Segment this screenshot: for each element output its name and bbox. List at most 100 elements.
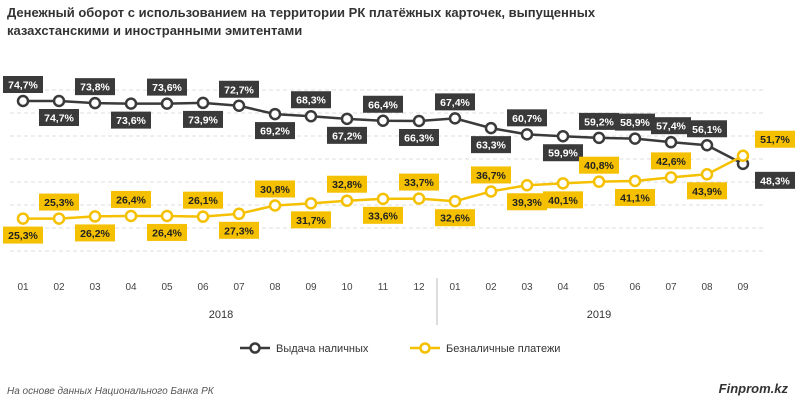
data-label-box [183, 191, 223, 209]
data-point [736, 149, 750, 162]
data-label-box [219, 221, 259, 239]
data-label: 73,6% [152, 82, 182, 94]
data-label-box [111, 111, 151, 129]
data-label: 56,1% [692, 124, 722, 136]
data-label-box [147, 78, 187, 96]
x-tick-label: 10 [341, 282, 353, 293]
data-point [484, 121, 498, 135]
data-label-box [543, 191, 583, 209]
data-label: 67,4% [440, 97, 470, 109]
x-tick-label: 11 [378, 282, 389, 293]
data-label: 26,1% [188, 195, 218, 207]
legend-marker [419, 342, 431, 354]
data-label: 66,4% [368, 99, 398, 111]
x-tick-label: 07 [665, 282, 677, 293]
data-label-box [687, 182, 727, 200]
data-label-box [755, 130, 795, 148]
data-point [124, 97, 138, 110]
data-label: 40,8% [584, 160, 614, 172]
data-point [412, 114, 426, 128]
x-tick-label: 05 [161, 282, 173, 293]
data-label-box [39, 193, 79, 211]
data-label-box [75, 224, 115, 242]
x-tick-label: 08 [701, 282, 713, 293]
data-label: 57,4% [656, 121, 686, 133]
data-label-box [399, 173, 439, 191]
x-tick-label: 12 [413, 282, 425, 293]
data-label: 68,3% [296, 95, 326, 107]
x-tick-label: 07 [233, 282, 245, 293]
x-tick-label: 01 [17, 282, 29, 293]
year-label: 2019 [587, 309, 611, 321]
x-tick-label: 06 [629, 282, 641, 293]
data-label-box [651, 117, 691, 135]
chart-title: Денежный оборот с использованием на терр… [7, 5, 596, 38]
x-tick-label: 05 [593, 282, 605, 293]
data-label-box [327, 126, 367, 144]
data-point [664, 171, 678, 184]
data-label: 60,7% [512, 113, 542, 125]
data-point [592, 131, 606, 145]
x-tick-label: 02 [53, 282, 65, 293]
data-label: 26,2% [80, 228, 110, 240]
data-label: 32,8% [332, 179, 362, 191]
data-point [340, 194, 354, 207]
data-label: 72,7% [224, 84, 254, 96]
data-point [268, 199, 282, 212]
x-tick-label: 03 [89, 282, 101, 293]
data-label-box [75, 78, 115, 96]
data-label: 63,3% [476, 140, 506, 152]
x-tick-label: 04 [557, 282, 569, 293]
x-tick-label: 03 [521, 282, 533, 293]
data-point [88, 96, 102, 110]
data-label: 73,8% [80, 82, 110, 94]
data-label-box [543, 144, 583, 162]
data-label: 59,2% [584, 116, 614, 128]
data-label: 74,7% [8, 80, 38, 92]
data-label: 33,6% [368, 210, 398, 222]
data-label: 43,9% [692, 186, 722, 198]
x-tick-label: 02 [485, 282, 497, 293]
data-point [52, 212, 66, 225]
data-point [232, 99, 246, 113]
data-point [160, 209, 174, 223]
data-label: 25,3% [8, 230, 38, 242]
data-point [376, 114, 390, 128]
data-point [16, 212, 30, 225]
data-label-box [363, 95, 403, 113]
data-label: 41,1% [620, 192, 650, 204]
data-point [628, 132, 642, 145]
data-label: 74,7% [44, 113, 74, 125]
data-label: 42,6% [656, 156, 686, 168]
data-label: 26,4% [116, 194, 146, 206]
x-tick-label: 09 [737, 282, 749, 293]
data-point [88, 210, 102, 223]
data-label-box [755, 171, 795, 189]
data-point [268, 107, 282, 121]
data-label: 73,6% [116, 115, 146, 127]
data-label-box [363, 206, 403, 224]
data-label-box [183, 110, 223, 128]
data-label: 73,9% [188, 114, 218, 126]
data-label: 58,9% [620, 117, 650, 129]
data-label-box [507, 193, 547, 211]
brand-logo: Finprom.kz [718, 381, 788, 396]
data-point [304, 197, 318, 210]
data-label: 48,3% [760, 175, 790, 187]
data-label-box [435, 93, 475, 111]
data-point [592, 175, 606, 188]
data-point [52, 94, 66, 108]
data-label: 69,2% [260, 126, 290, 138]
data-label: 25,3% [44, 197, 74, 209]
data-point [448, 112, 462, 125]
data-label-box [39, 109, 79, 126]
data-label-box [471, 136, 511, 154]
data-label-box [327, 175, 367, 193]
data-point [376, 192, 390, 206]
data-point [16, 94, 30, 108]
data-label-box [579, 156, 619, 174]
data-point [124, 209, 138, 223]
data-point [700, 168, 714, 181]
source-note: На основе данных Национального Банка РК [7, 386, 214, 397]
